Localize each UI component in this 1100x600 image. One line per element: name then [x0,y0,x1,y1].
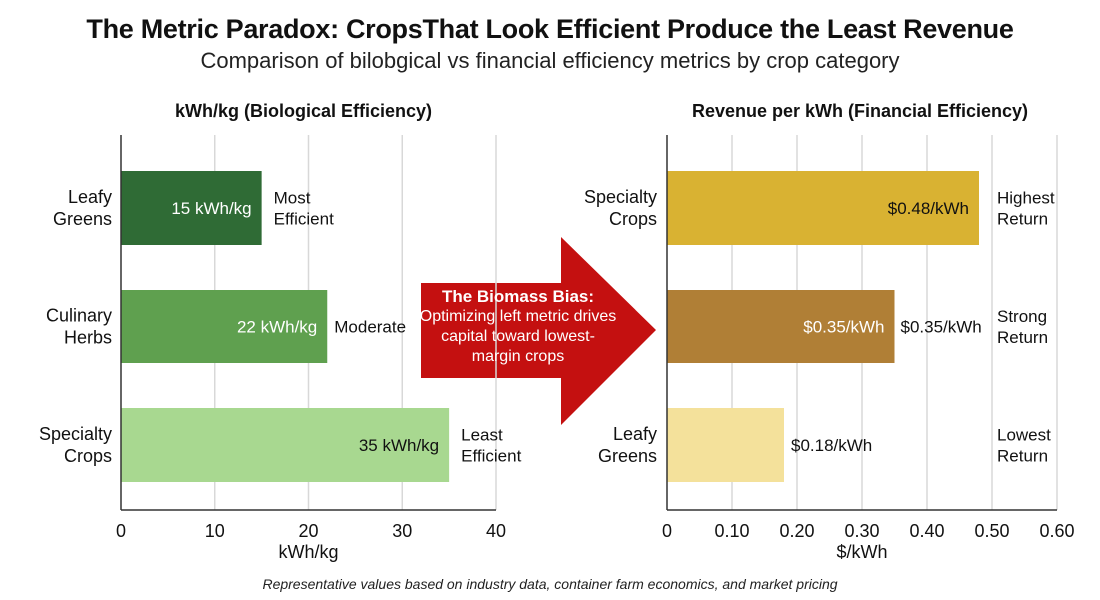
x-tick-label: 10 [205,521,225,541]
bar-outside-label: $0.35/kWh [901,318,982,337]
x-tick-label: 0 [662,521,672,541]
bar-annotation: Strong Return [997,307,1048,347]
category-label: Culinary Herbs [46,306,112,348]
bar-annotation: Most Efficient [274,189,334,229]
bar-value-label: 15 kWh/kg [171,199,251,218]
x-axis-label: kWh/kg [278,542,338,562]
bar-value-label: 35 kWh/kg [359,436,439,455]
bar-value-label: $0.18/kWh [791,436,872,455]
bar-value-label: $0.48/kWh [888,199,969,218]
bar-annotation: Least Efficient [461,426,521,466]
callout-body: Optimizing left metric drives capital to… [419,308,617,365]
category-label: Leafy Greens [53,187,112,229]
chart-subtitle: Comparison of bilobgical vs financial ef… [200,48,900,73]
category-label: Specialty Crops [584,187,657,229]
x-tick-label: 30 [392,521,412,541]
category-label: Specialty Crops [39,424,112,466]
bar [121,171,262,245]
chart-title: The Metric Paradox: CropsThat Look Effic… [86,14,1014,44]
x-tick-label: 20 [298,521,318,541]
x-tick-label: 0 [116,521,126,541]
bar [667,408,784,482]
callout-text: The Biomass Bias: Optimizing left metric… [418,287,618,367]
callout-arrow [421,237,656,425]
x-tick-label: 0.60 [1039,521,1074,541]
bar-annotation: Highest Return [997,189,1055,229]
x-tick-label: 0.30 [844,521,879,541]
bar [121,290,328,363]
x-axis-label: $/kWh [836,542,887,562]
bar [667,171,979,245]
bar [667,290,895,363]
x-tick-label: 0.40 [909,521,944,541]
bar-value-label: 22 kWh/kg [237,318,317,337]
callout-heading: The Biomass Bias: [441,287,595,306]
x-tick-label: 40 [486,521,506,541]
x-tick-label: 0.20 [779,521,814,541]
bar-annotation: Lowest Return [997,426,1051,466]
bar-value-label: $0.35/kWh [803,318,884,337]
bar [121,408,450,482]
bar-annotation: Moderate [334,318,406,337]
x-tick-label: 0.50 [974,521,1009,541]
category-label: Leafy Greens [598,424,657,466]
x-tick-label: 0.10 [714,521,749,541]
footnote: Representative values based on industry … [262,576,838,592]
right-chart-title: Revenue per kWh (Financial Efficiency) [691,101,1029,121]
left-chart-title: kWh/kg (Biological Efficiency) [174,101,433,121]
